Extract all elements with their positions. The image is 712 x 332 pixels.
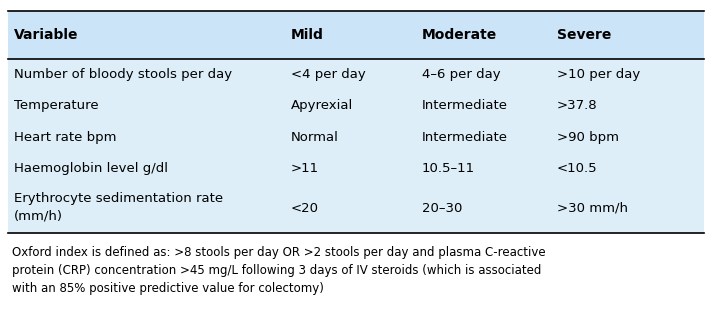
Text: >90 bpm: >90 bpm — [557, 131, 619, 144]
Text: >10 per day: >10 per day — [557, 68, 640, 81]
Text: 20–30: 20–30 — [422, 202, 462, 215]
FancyBboxPatch shape — [9, 184, 703, 233]
Text: Haemoglobin level g/dl: Haemoglobin level g/dl — [14, 162, 168, 175]
Text: Erythrocyte sedimentation rate
(mm/h): Erythrocyte sedimentation rate (mm/h) — [14, 192, 224, 222]
Text: Heart rate bpm: Heart rate bpm — [14, 131, 117, 144]
Text: <4 per day: <4 per day — [290, 68, 365, 81]
Text: Apyrexial: Apyrexial — [290, 99, 353, 113]
Text: Number of bloody stools per day: Number of bloody stools per day — [14, 68, 232, 81]
Text: 4–6 per day: 4–6 per day — [422, 68, 501, 81]
Text: >11: >11 — [290, 162, 319, 175]
Text: Variable: Variable — [14, 28, 78, 42]
Text: Oxford index is defined as: >8 stools per day OR >2 stools per day and plasma C-: Oxford index is defined as: >8 stools pe… — [12, 246, 545, 295]
Text: Normal: Normal — [290, 131, 339, 144]
Text: >37.8: >37.8 — [557, 99, 597, 113]
Text: Moderate: Moderate — [422, 28, 497, 42]
Text: Intermediate: Intermediate — [422, 99, 508, 113]
Text: Intermediate: Intermediate — [422, 131, 508, 144]
FancyBboxPatch shape — [9, 90, 703, 122]
FancyBboxPatch shape — [9, 122, 703, 153]
Text: <10.5: <10.5 — [557, 162, 597, 175]
Text: <20: <20 — [290, 202, 319, 215]
Text: Temperature: Temperature — [14, 99, 99, 113]
Text: >30 mm/h: >30 mm/h — [557, 202, 628, 215]
Text: Severe: Severe — [557, 28, 611, 42]
Text: Mild: Mild — [290, 28, 324, 42]
FancyBboxPatch shape — [9, 59, 703, 90]
Text: 10.5–11: 10.5–11 — [422, 162, 475, 175]
FancyBboxPatch shape — [9, 153, 703, 184]
FancyBboxPatch shape — [9, 11, 703, 59]
